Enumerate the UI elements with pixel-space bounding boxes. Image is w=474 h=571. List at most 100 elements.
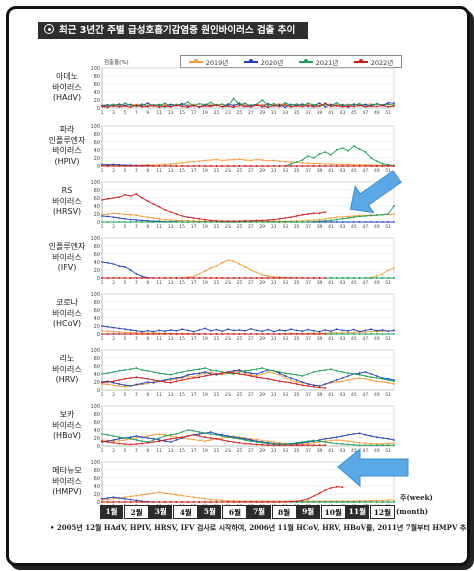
data-point xyxy=(244,159,247,161)
data-point xyxy=(393,267,395,269)
data-point xyxy=(250,443,252,445)
data-point xyxy=(152,217,155,219)
x-tick-label: 13 xyxy=(168,392,174,398)
x-tick-label: 3 xyxy=(112,280,115,286)
data-point xyxy=(335,333,338,335)
data-point xyxy=(341,380,344,383)
data-point xyxy=(307,219,309,222)
data-point xyxy=(267,501,269,503)
data-point xyxy=(353,165,355,167)
data-point xyxy=(347,440,350,443)
data-point xyxy=(267,442,269,445)
data-point xyxy=(381,213,384,216)
data-point xyxy=(364,151,367,153)
data-point xyxy=(198,435,201,437)
data-point xyxy=(192,104,195,107)
data-point xyxy=(164,333,166,335)
plot-frame xyxy=(101,293,395,335)
x-tick-label: 1 xyxy=(101,110,104,116)
data-point xyxy=(169,379,172,382)
data-point xyxy=(267,104,269,107)
data-point xyxy=(158,205,161,208)
data-point xyxy=(347,333,350,335)
data-point xyxy=(290,333,292,335)
data-point xyxy=(364,375,367,377)
data-point xyxy=(290,104,292,107)
series-line-2022 xyxy=(101,371,326,389)
data-point xyxy=(181,102,184,105)
data-point xyxy=(387,221,390,223)
data-point xyxy=(124,437,126,439)
x-tick-label: 3 xyxy=(112,110,115,116)
data-point xyxy=(335,104,338,107)
data-point xyxy=(141,221,144,223)
data-point xyxy=(341,439,344,442)
data-point xyxy=(307,444,309,447)
data-point xyxy=(284,329,287,332)
data-point xyxy=(312,439,315,442)
x-tick-label: 25 xyxy=(237,280,243,286)
x-tick-label: 1 xyxy=(101,336,104,342)
data-point xyxy=(101,165,103,167)
data-point xyxy=(204,497,207,500)
data-point xyxy=(192,275,195,278)
data-point xyxy=(135,333,138,335)
data-point xyxy=(244,265,247,268)
data-point xyxy=(364,277,367,279)
x-tick-label: 37 xyxy=(305,392,311,398)
x-tick-label: 27 xyxy=(248,280,254,286)
data-point xyxy=(353,105,355,108)
data-point xyxy=(278,103,281,106)
y-tick-label: 0 xyxy=(97,106,100,112)
data-point xyxy=(261,443,264,446)
data-point xyxy=(295,329,298,332)
data-point xyxy=(175,439,178,441)
data-point xyxy=(307,162,309,165)
data-point xyxy=(330,221,332,223)
data-point xyxy=(164,381,166,383)
data-point xyxy=(164,105,166,107)
data-point xyxy=(393,105,395,107)
data-point xyxy=(255,368,258,371)
x-tick-label: 3 xyxy=(112,448,115,454)
data-point xyxy=(215,277,218,279)
data-point xyxy=(152,333,155,335)
x-tick-label: 51 xyxy=(385,110,391,116)
data-point xyxy=(227,165,229,167)
data-point xyxy=(324,163,327,165)
data-point xyxy=(164,439,166,441)
data-point xyxy=(135,214,138,217)
x-tick-label: 41 xyxy=(328,448,334,454)
x-tick-label: 41 xyxy=(328,110,334,116)
data-point xyxy=(324,102,327,105)
data-point xyxy=(284,160,287,163)
y-tick-label: 80 xyxy=(94,244,100,250)
data-point xyxy=(318,153,321,155)
data-point xyxy=(261,439,264,442)
data-point xyxy=(158,491,161,494)
data-point xyxy=(221,330,224,333)
data-point xyxy=(250,440,252,443)
data-point xyxy=(335,221,338,223)
data-point xyxy=(341,435,344,437)
data-point xyxy=(324,105,327,108)
data-point xyxy=(198,273,201,275)
x-tick-label: 43 xyxy=(340,110,346,116)
y-tick-label: 20 xyxy=(94,436,100,442)
data-point xyxy=(112,380,115,383)
x-tick-label: 35 xyxy=(294,280,300,286)
data-point xyxy=(387,333,390,335)
data-point xyxy=(198,433,201,435)
data-point xyxy=(187,103,189,106)
data-point xyxy=(318,492,321,495)
y-tick-label: 80 xyxy=(94,188,100,194)
data-point xyxy=(118,331,121,333)
data-point xyxy=(118,277,121,279)
x-tick-label: 37 xyxy=(305,168,311,174)
y-tick-label: 100 xyxy=(90,180,100,186)
data-point xyxy=(215,165,218,167)
month-cell: 2월 xyxy=(124,505,150,519)
data-point xyxy=(387,444,390,447)
data-point xyxy=(152,165,155,167)
